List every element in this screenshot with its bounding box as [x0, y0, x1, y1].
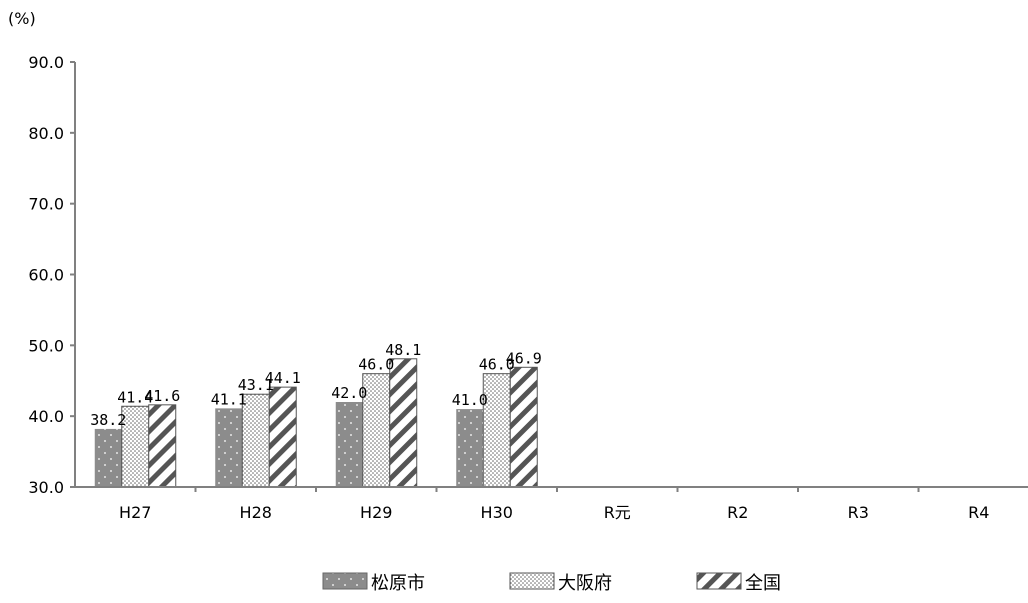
- legend-item: 松原市: [322, 572, 425, 594]
- x-tick-label: H29: [360, 503, 392, 522]
- bar: [121, 405, 150, 488]
- bar: [509, 366, 538, 488]
- bar: [389, 358, 418, 488]
- y-tick-label: 70.0: [28, 195, 64, 214]
- data-label: 48.1: [385, 341, 421, 359]
- legend-label: 松原市: [371, 573, 425, 594]
- legend-label: 全国: [745, 573, 781, 594]
- legend-swatch: [322, 572, 368, 590]
- data-label: 41.0: [452, 391, 488, 409]
- bar: [268, 386, 297, 488]
- bar: [148, 404, 177, 488]
- data-labels: 38.2 41.1 42.0 41.0 41.4 43.1 46.0 46.0 41.6 44.1…: [90, 341, 542, 429]
- bars: [94, 358, 538, 488]
- legend-item: 全国: [696, 572, 781, 594]
- x-tick-label: R2: [727, 503, 748, 522]
- x-axis: H27 H28 H29 H30 R元 R2 R3 R4: [75, 486, 1028, 522]
- data-label: 46.9: [506, 349, 542, 367]
- bar: [215, 408, 243, 487]
- data-label: 43.1: [238, 376, 274, 394]
- data-label: 44.1: [265, 369, 301, 387]
- y-tick-label: 50.0: [28, 336, 64, 355]
- x-tick-label: R元: [604, 503, 631, 522]
- y-tick-label: 30.0: [28, 478, 64, 497]
- data-label: 41.4: [117, 388, 153, 406]
- legend-swatch: [509, 572, 555, 590]
- y-unit-label: (%): [8, 9, 36, 28]
- bar: [456, 409, 484, 487]
- y-tick-label: 40.0: [28, 407, 64, 426]
- legend: 松原市 大阪府 全国: [322, 572, 781, 594]
- data-label: 41.6: [144, 387, 180, 405]
- x-tick-label: R3: [848, 503, 869, 522]
- data-label: 46.0: [479, 356, 515, 374]
- data-label: 46.0: [358, 356, 394, 374]
- x-tick-label: R4: [968, 503, 989, 522]
- bar: [94, 428, 122, 487]
- x-tick-label: H28: [240, 503, 272, 522]
- bar: [335, 402, 363, 487]
- x-tick-label: H27: [119, 503, 151, 522]
- y-tick-label: 60.0: [28, 266, 64, 285]
- y-tick-label: 90.0: [28, 53, 64, 72]
- y-tick-label: 80.0: [28, 124, 64, 143]
- data-label: 41.1: [211, 390, 247, 408]
- y-axis: 30.0 40.0 50.0 60.0 70.0 80.0 90.0: [28, 53, 76, 497]
- legend-item: 大阪府: [509, 572, 612, 594]
- data-label: 42.0: [331, 384, 367, 402]
- legend-swatch: [696, 572, 742, 590]
- data-label: 38.2: [90, 411, 126, 429]
- x-tick-label: H30: [481, 503, 513, 522]
- legend-label: 大阪府: [558, 573, 612, 594]
